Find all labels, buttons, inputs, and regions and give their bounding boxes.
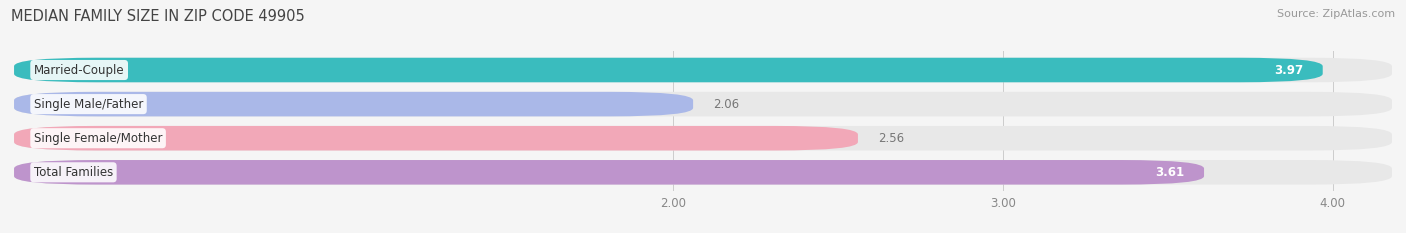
FancyBboxPatch shape [14,160,1392,185]
Text: Single Male/Father: Single Male/Father [34,98,143,111]
Text: 2.56: 2.56 [877,132,904,145]
Text: MEDIAN FAMILY SIZE IN ZIP CODE 49905: MEDIAN FAMILY SIZE IN ZIP CODE 49905 [11,9,305,24]
Text: 3.61: 3.61 [1156,166,1184,179]
FancyBboxPatch shape [14,58,1323,82]
Text: 3.97: 3.97 [1274,64,1303,76]
FancyBboxPatch shape [14,92,693,116]
FancyBboxPatch shape [14,126,1392,151]
Text: Source: ZipAtlas.com: Source: ZipAtlas.com [1277,9,1395,19]
Text: Total Families: Total Families [34,166,112,179]
Text: 2.06: 2.06 [713,98,740,111]
FancyBboxPatch shape [14,58,1392,82]
FancyBboxPatch shape [14,92,1392,116]
FancyBboxPatch shape [14,126,858,151]
Text: Married-Couple: Married-Couple [34,64,125,76]
Text: Single Female/Mother: Single Female/Mother [34,132,162,145]
FancyBboxPatch shape [14,160,1204,185]
